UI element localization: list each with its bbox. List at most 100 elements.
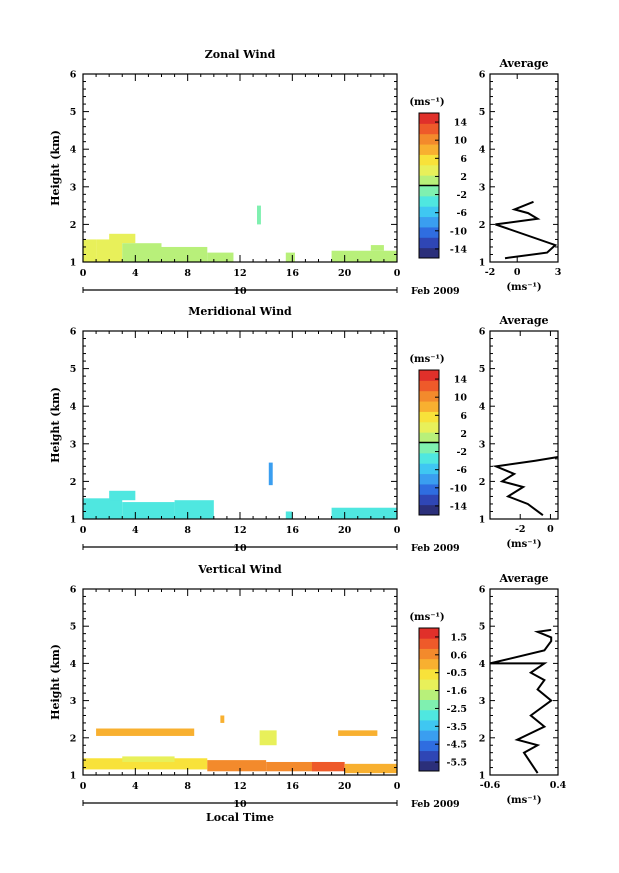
profile-title: Average [498, 57, 548, 70]
colorbar-segment [419, 195, 439, 207]
colorbar-segment [419, 442, 439, 454]
profile-x-label: (ms⁻¹) [506, 795, 541, 806]
colorbar-tick-label: -6 [456, 208, 467, 219]
profile-y-tick-label: 2 [479, 220, 486, 231]
colorbar-segment [419, 740, 439, 752]
x-tick-label: 0 [80, 781, 87, 792]
x-tick-label: 20 [338, 525, 352, 536]
date-label: Feb 2009 [411, 799, 460, 810]
profile-y-tick-label: 1 [479, 771, 486, 782]
y-axis-label: Height (km) [49, 644, 62, 720]
heat-cell [331, 507, 397, 519]
profile-y-tick-label: 3 [479, 182, 486, 193]
colorbar-tick-label: -6 [456, 465, 467, 476]
x-tick-label: 16 [286, 781, 300, 792]
x-tick-label: 20 [338, 268, 352, 279]
colorbar-segment [419, 401, 439, 412]
heat-cell [174, 500, 214, 519]
profile-x-tick-label: -2 [515, 524, 526, 535]
colorbar-tick-label: -2.5 [447, 704, 467, 715]
heat-cell [122, 756, 175, 762]
x-axis-label: Local Time [206, 811, 274, 824]
colorbar-segment [419, 628, 439, 639]
profile-y-tick-label: 4 [479, 145, 486, 156]
profile-x-tick-label: 0 [514, 267, 521, 278]
heat-cell [285, 252, 295, 262]
colorbar-tick-label: 6 [460, 411, 467, 422]
profile-y-tick-label: 5 [479, 622, 486, 633]
colorbar-tick-label: 2 [460, 429, 467, 440]
profile-x-tick-label: 3 [555, 267, 562, 278]
y-tick-label: 2 [70, 220, 77, 231]
colorbar-segment [419, 730, 439, 741]
x-tick-label: 4 [132, 268, 139, 279]
x-tick-label: 8 [184, 268, 191, 279]
profile-line [489, 628, 553, 774]
profile-title: Average [498, 572, 548, 585]
y-tick-label: 5 [70, 107, 77, 118]
profile-x-tick-label: 0.4 [550, 780, 567, 791]
colorbar-tick-label: -0.5 [447, 668, 467, 679]
heat-cell [96, 728, 195, 736]
day-label: 10 [233, 286, 247, 297]
plot-frame [82, 588, 398, 776]
colorbar-segment [419, 154, 439, 166]
y-tick-label: 3 [70, 439, 77, 450]
colorbar-segment [419, 473, 439, 485]
y-tick-label: 4 [70, 659, 77, 670]
day-label: 10 [233, 543, 247, 554]
heat-cell [370, 245, 384, 251]
heat-cell [285, 511, 293, 519]
colorbar-tick-label: 6 [460, 154, 467, 165]
colorbar-tick-label: 14 [454, 118, 468, 129]
colorbar-segment [419, 226, 439, 238]
heat-cell [83, 239, 97, 262]
date-label: Feb 2009 [411, 286, 460, 297]
colorbar-tick-label: 10 [454, 393, 468, 404]
y-tick-label: 1 [70, 771, 77, 782]
colorbar-segment [419, 709, 439, 721]
profile-x-tick-label: 0 [547, 524, 554, 535]
colorbar-segment [419, 411, 439, 423]
colorbar-segment [419, 483, 439, 495]
heat-cell [83, 498, 123, 519]
profile-x-tick-label: -2 [485, 267, 496, 278]
x-tick-label: 0 [394, 781, 401, 792]
profile-title: Average [498, 314, 548, 327]
profile-y-tick-label: 4 [479, 659, 486, 670]
profile-y-tick-label: 5 [479, 107, 486, 118]
colorbar-unit: (ms⁻¹) [409, 354, 444, 365]
colorbar-segment [419, 144, 439, 155]
colorbar-segment [419, 679, 439, 690]
y-tick-label: 6 [70, 327, 77, 338]
x-tick-label: 12 [233, 781, 246, 792]
heat-cell [207, 760, 267, 772]
x-tick-label: 8 [184, 525, 191, 536]
colorbar-unit: (ms⁻¹) [409, 97, 444, 108]
y-tick-label: 6 [70, 70, 77, 81]
profile-line [492, 456, 559, 517]
profile-frame [489, 588, 559, 776]
y-tick-label: 6 [70, 585, 77, 596]
colorbar-segment [419, 247, 439, 259]
colorbar-segment [419, 658, 439, 670]
profile-y-tick-label: 5 [479, 364, 486, 375]
colorbar-segment [419, 206, 439, 218]
colorbar-tick-label: 14 [454, 375, 468, 386]
x-tick-label: 0 [80, 525, 87, 536]
x-tick-label: 0 [80, 268, 87, 279]
x-tick-label: 4 [132, 525, 139, 536]
colorbar-tick-label: -1.6 [447, 686, 468, 697]
profile-y-tick-label: 3 [479, 439, 486, 450]
panel-title: Vertical Wind [197, 563, 282, 576]
heat-cell [311, 761, 345, 772]
profile-y-tick-label: 1 [479, 258, 486, 269]
heat-cell [220, 715, 225, 723]
heat-cell [83, 758, 208, 770]
profile-y-tick-label: 6 [479, 327, 486, 338]
heat-cell [109, 233, 136, 244]
heat-cell [268, 462, 273, 486]
heat-cell [259, 730, 277, 746]
profile-y-tick-label: 6 [479, 585, 486, 596]
